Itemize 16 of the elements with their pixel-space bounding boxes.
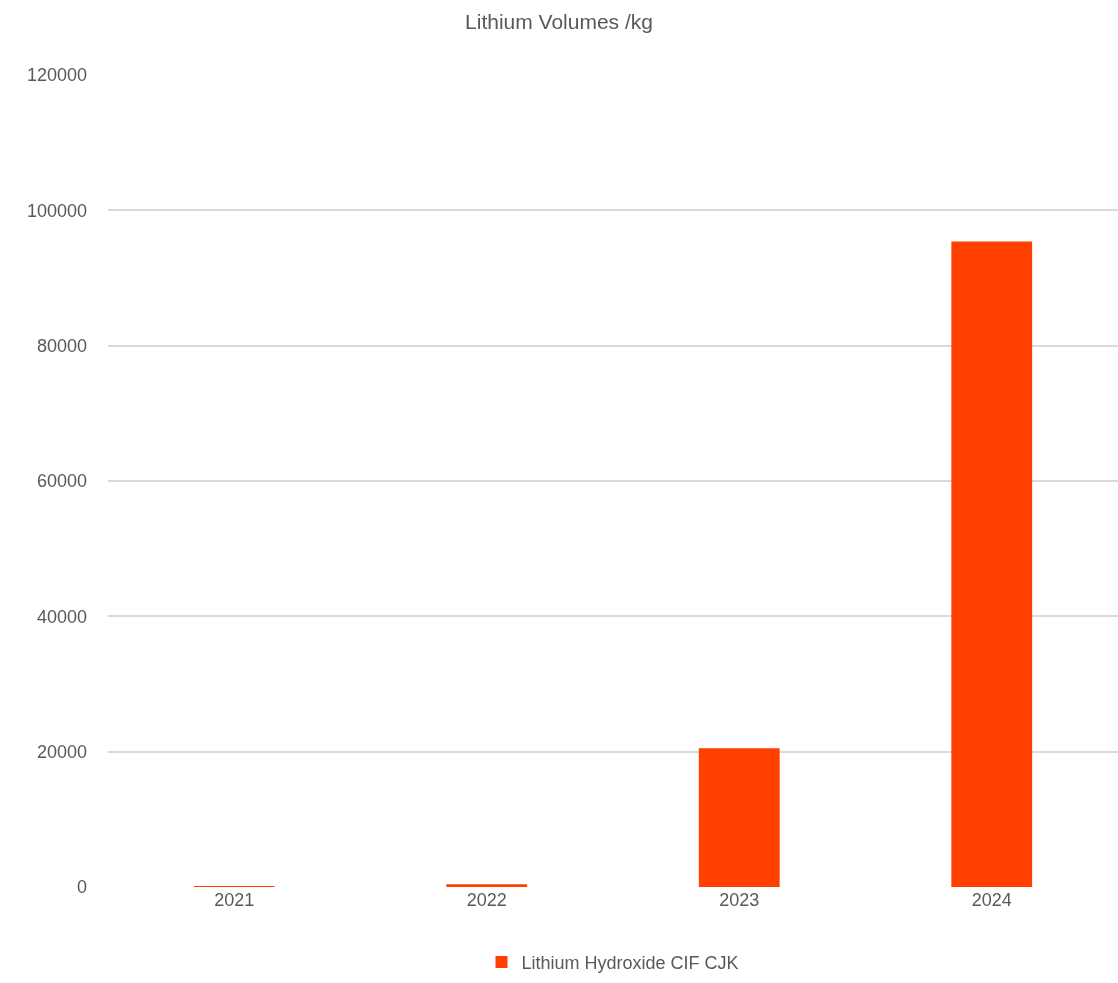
bar: [698, 748, 780, 887]
legend-label: Lithium Hydroxide CIF CJK: [521, 953, 739, 974]
bar: [951, 241, 1033, 887]
bar: [446, 884, 528, 887]
y-tick-label: 100000: [26, 200, 87, 221]
y-tick-label: 20000: [36, 741, 87, 762]
x-tick-label: 2023: [719, 890, 760, 910]
x-tick-label: 2021: [214, 890, 255, 910]
x-tick-label: 2022: [466, 890, 507, 910]
x-tick-label: 2024: [971, 890, 1012, 910]
y-tick-label: 40000: [36, 606, 87, 627]
y-tick-label: 60000: [36, 471, 87, 492]
y-tick-label: 0: [76, 877, 87, 898]
y-tick-label: 120000: [26, 65, 87, 86]
chart-title: Lithium Volumes /kg: [465, 10, 653, 34]
y-tick-label: 80000: [36, 335, 87, 356]
